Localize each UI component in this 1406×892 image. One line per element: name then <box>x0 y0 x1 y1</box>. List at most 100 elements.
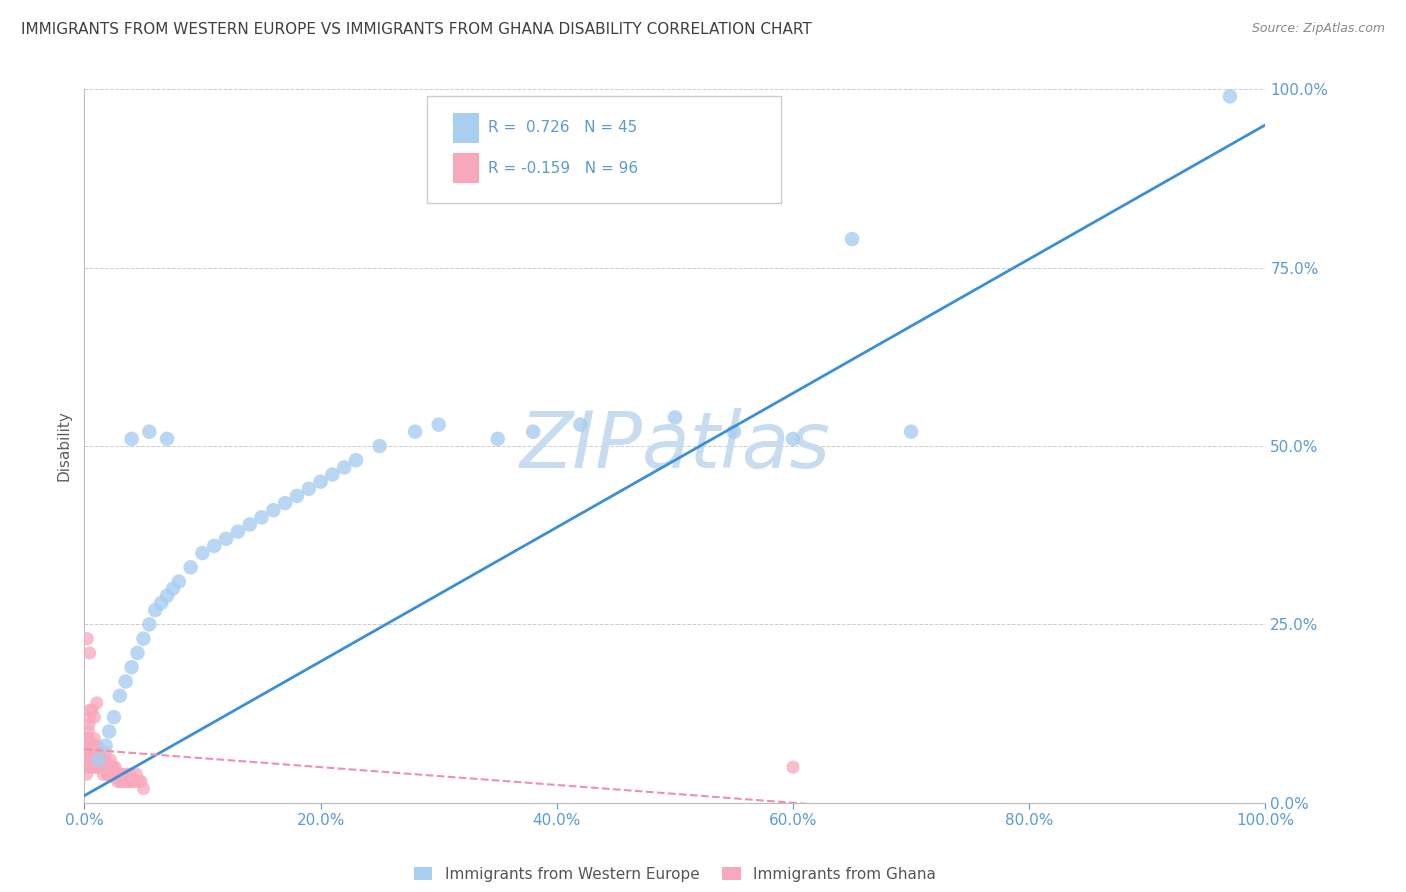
Point <box>82 739 104 753</box>
Point <box>84 760 107 774</box>
Point <box>91 760 114 774</box>
Point <box>138 617 160 632</box>
Point <box>121 774 143 789</box>
Point <box>77 731 100 746</box>
Point <box>1219 89 1241 103</box>
Point <box>77 731 100 746</box>
Point <box>226 524 249 539</box>
Bar <box>453 153 479 184</box>
Point <box>83 731 105 746</box>
Point <box>100 767 122 781</box>
Point <box>93 753 115 767</box>
Point <box>202 539 225 553</box>
Point <box>138 425 160 439</box>
Point <box>143 603 166 617</box>
Point <box>250 510 273 524</box>
Point <box>79 710 101 724</box>
Point <box>298 482 321 496</box>
Point <box>76 767 98 781</box>
Point <box>76 739 98 753</box>
Point <box>162 582 184 596</box>
Text: IMMIGRANTS FROM WESTERN EUROPE VS IMMIGRANTS FROM GHANA DISABILITY CORRELATION C: IMMIGRANTS FROM WESTERN EUROPE VS IMMIGR… <box>21 22 811 37</box>
Point <box>103 767 125 781</box>
Point <box>80 753 103 767</box>
Point <box>110 767 132 781</box>
Point <box>82 746 104 760</box>
Point <box>121 432 143 446</box>
FancyBboxPatch shape <box>427 96 782 203</box>
Point <box>83 739 105 753</box>
Point <box>108 689 131 703</box>
Point <box>75 746 97 760</box>
Point <box>114 674 136 689</box>
Point <box>108 774 131 789</box>
Point <box>79 646 101 660</box>
Point <box>723 425 745 439</box>
Point <box>112 767 135 781</box>
Text: R =  0.726   N = 45: R = 0.726 N = 45 <box>488 120 637 136</box>
Point <box>94 739 117 753</box>
Point <box>104 760 127 774</box>
Point <box>79 703 101 717</box>
Point <box>427 417 450 432</box>
Point <box>76 632 98 646</box>
Point <box>91 753 114 767</box>
Point <box>118 774 141 789</box>
Point <box>129 774 152 789</box>
Point <box>89 753 111 767</box>
Point <box>87 753 110 767</box>
Point <box>94 746 117 760</box>
Point <box>84 746 107 760</box>
Point <box>89 760 111 774</box>
Point <box>117 774 139 789</box>
Point <box>89 746 111 760</box>
Point <box>91 753 114 767</box>
Point <box>98 760 121 774</box>
Point <box>80 746 103 760</box>
Point <box>569 417 592 432</box>
Point <box>77 739 100 753</box>
Point <box>79 746 101 760</box>
Point <box>97 767 120 781</box>
Point <box>156 589 179 603</box>
Point <box>98 760 121 774</box>
Point <box>191 546 214 560</box>
Point <box>107 774 129 789</box>
Point <box>121 660 143 674</box>
Point <box>87 753 110 767</box>
Text: ZIPatlas: ZIPatlas <box>519 408 831 484</box>
Point <box>76 746 98 760</box>
Point <box>101 760 124 774</box>
Point <box>96 760 118 774</box>
Point <box>262 503 284 517</box>
Point <box>80 739 103 753</box>
Point <box>87 753 110 767</box>
Point <box>77 724 100 739</box>
Point <box>522 425 544 439</box>
Point <box>167 574 190 589</box>
Point <box>368 439 391 453</box>
Bar <box>453 112 479 143</box>
Point <box>782 432 804 446</box>
Point <box>132 632 155 646</box>
Point <box>97 767 120 781</box>
Point <box>83 710 105 724</box>
Point <box>114 774 136 789</box>
Point <box>82 753 104 767</box>
Point <box>86 739 108 753</box>
Point <box>150 596 173 610</box>
Point <box>404 425 426 439</box>
Point <box>75 760 97 774</box>
Point <box>98 767 121 781</box>
Point <box>86 696 108 710</box>
Point <box>111 774 134 789</box>
Point <box>900 425 922 439</box>
Point <box>215 532 238 546</box>
Point <box>84 760 107 774</box>
Point <box>82 746 104 760</box>
Point <box>98 724 121 739</box>
Text: R = -0.159   N = 96: R = -0.159 N = 96 <box>488 161 638 176</box>
Text: Source: ZipAtlas.com: Source: ZipAtlas.com <box>1251 22 1385 36</box>
Point <box>274 496 297 510</box>
Point <box>344 453 367 467</box>
